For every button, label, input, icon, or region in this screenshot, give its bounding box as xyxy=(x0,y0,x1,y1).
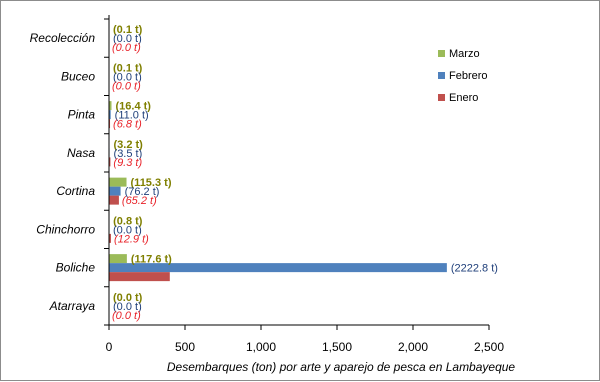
x-tick-label-0: 0 xyxy=(106,340,113,354)
category-label-boliche: Boliche xyxy=(56,261,96,275)
data-label-enero-pinta: (6.8 t) xyxy=(113,119,142,131)
x-tick-label-2-500: 2,500 xyxy=(474,340,504,354)
legend-swatch-enero xyxy=(438,94,445,101)
bar-enero-boliche xyxy=(109,272,170,281)
data-label-enero-atarraya: (0.0 t) xyxy=(112,310,141,322)
x-axis-label: Desembarques (ton) por arte y aparejo de… xyxy=(167,360,516,374)
x-tick-label-1-500: 1,500 xyxy=(322,340,352,354)
data-label-febrero-boliche: (2222.8 t) xyxy=(451,263,498,275)
x-tick-label-2-000: 2,000 xyxy=(398,340,428,354)
category-label-cortina: Cortina xyxy=(56,184,95,198)
data-label-enero-nasa: (9.3 t) xyxy=(113,157,142,169)
data-label-enero-buceo: (0.0 t) xyxy=(112,80,141,92)
category-label-recoleccion: Recolección xyxy=(30,31,96,45)
x-tick-label-500: 500 xyxy=(175,340,195,354)
category-label-chinchorro: Chinchorro xyxy=(36,222,95,236)
legend-label-febrero: Febrero xyxy=(449,70,488,82)
data-label-enero-recoleccion: (0.0 t) xyxy=(112,42,141,54)
x-tick-label-1-000: 1,000 xyxy=(246,340,276,354)
category-label-pinta: Pinta xyxy=(68,108,96,122)
data-label-enero-chinchorro: (12.9 t) xyxy=(114,233,149,245)
category-label-nasa: Nasa xyxy=(67,146,95,160)
bar-enero-cortina xyxy=(109,196,119,205)
data-label-enero-cortina: (65.2 t) xyxy=(122,195,157,207)
category-label-buceo: Buceo xyxy=(61,69,95,83)
legend-swatch-febrero xyxy=(438,72,445,79)
bar-marzo-boliche xyxy=(109,254,127,263)
category-label-atarraya: Atarraya xyxy=(49,299,96,313)
bar-febrero-cortina xyxy=(109,187,121,196)
legend-swatch-marzo xyxy=(438,50,445,57)
legend-label-marzo: Marzo xyxy=(449,48,480,60)
data-label-marzo-boliche: (117.6 t) xyxy=(131,254,172,266)
legend-label-enero: Enero xyxy=(449,92,478,104)
